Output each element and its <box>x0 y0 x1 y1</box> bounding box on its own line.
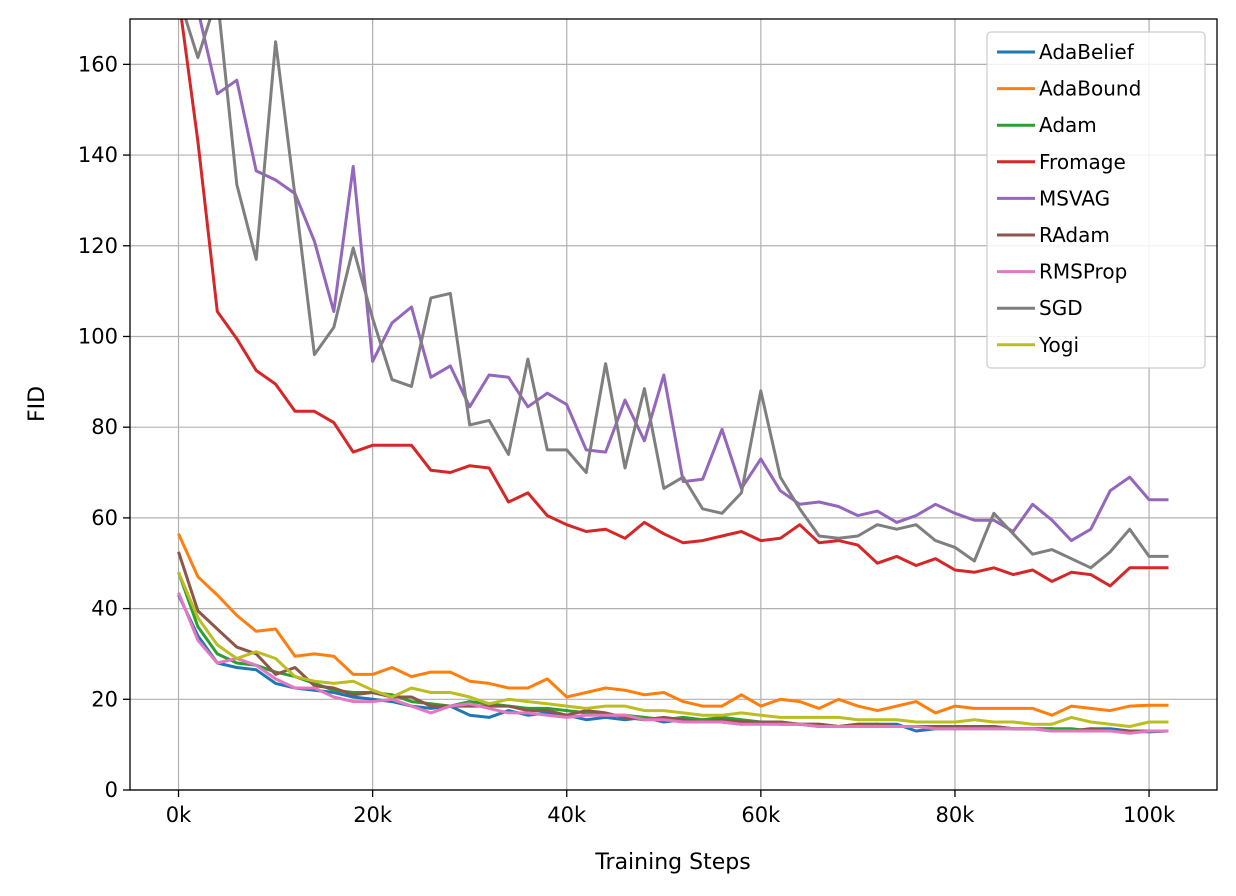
y-tick-label: 80 <box>91 415 118 439</box>
legend-item-adam: Adam <box>997 113 1097 137</box>
legend-item-msvag: MSVAG <box>997 186 1110 210</box>
legend-item-yogi: Yogi <box>997 333 1079 357</box>
legend-label: MSVAG <box>1039 186 1110 210</box>
y-tick-label: 140 <box>78 143 118 167</box>
legend-label: Yogi <box>1038 333 1079 357</box>
series-line-msvag <box>198 19 1169 543</box>
y-tick-label: 120 <box>78 234 118 258</box>
legend-label: AdaBelief <box>1039 40 1135 64</box>
y-tick-label: 160 <box>78 52 118 76</box>
x-tick-label: 40k <box>547 803 587 827</box>
series-line-rmsprop <box>177 592 1169 735</box>
x-tick-label: 0k <box>166 803 192 827</box>
y-axis-label: FID <box>25 386 50 422</box>
legend-label: AdaBound <box>1039 77 1141 101</box>
axis-ticks: 0k 20k 40k 60k 80k 100k 0 20 40 60 80 100 120 140 160 <box>78 52 1176 827</box>
x-tick-label: 80k <box>936 803 976 827</box>
legend-label: SGD <box>1039 296 1083 320</box>
legend-label: RMSProp <box>1039 260 1127 284</box>
series-line-fromage <box>180 19 1169 588</box>
x-tick-label: 100k <box>1123 803 1176 827</box>
legend-box <box>986 31 1206 369</box>
y-tick-label: 100 <box>78 324 118 348</box>
y-tick-label: 60 <box>91 506 118 530</box>
legend-label: RAdam <box>1039 223 1110 247</box>
legend-item-adabound: AdaBound <box>997 77 1141 101</box>
legend-label: Adam <box>1039 113 1097 137</box>
series-line-adabound <box>177 533 1169 717</box>
series-line-sgd <box>184 19 1169 570</box>
series-line-yogi <box>177 571 1169 728</box>
y-tick-label: 0 <box>105 778 118 802</box>
legend-item-sgd: SGD <box>997 296 1083 320</box>
legend-label: Fromage <box>1039 150 1126 174</box>
x-axis-label: Training Steps <box>594 850 750 875</box>
x-tick-label: 60k <box>741 803 781 827</box>
y-tick-label: 20 <box>91 687 118 711</box>
legend-item-fromage: Fromage <box>997 150 1126 174</box>
series-lines <box>177 19 1169 735</box>
legend: AdaBelief AdaBound Adam Fromage MSVAG RAdam RM… <box>986 31 1206 369</box>
plot-frame <box>129 18 1218 791</box>
legend-item-rmsprop: RMSProp <box>997 260 1127 284</box>
y-tick-label: 40 <box>91 597 118 621</box>
x-tick-label: 20k <box>353 803 393 827</box>
legend-item-adabelief: AdaBelief <box>997 40 1135 64</box>
legend-item-radam: RAdam <box>997 223 1110 247</box>
